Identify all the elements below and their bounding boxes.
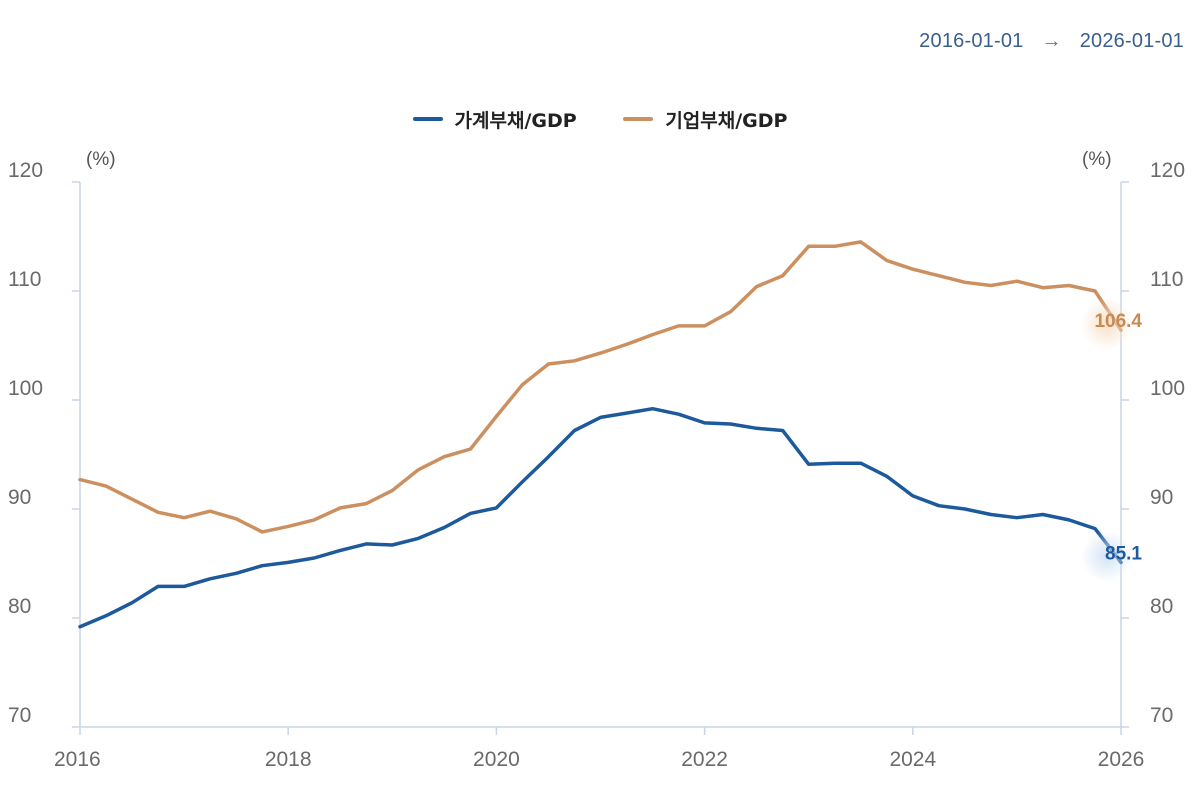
legend-swatch-household xyxy=(412,117,443,121)
y-tick-label-left-90: 90 xyxy=(8,486,31,509)
end-glow-household xyxy=(1081,530,1133,583)
legend-item-corporate[interactable]: 기업부채/GDP xyxy=(623,106,787,133)
end-glow-corporate xyxy=(1081,298,1133,351)
y-unit-left: (%) xyxy=(86,149,116,170)
y-tick-label-left-120: 120 xyxy=(8,159,43,182)
arrow-right-icon: → xyxy=(1041,30,1062,52)
end-value-label-household: 85.1 xyxy=(1105,543,1142,564)
x-tick-label-2020: 2020 xyxy=(473,748,520,771)
x-tick-label-2018: 2018 xyxy=(265,748,312,771)
chart-legend: 가계부채/GDP 기업부채/GDP xyxy=(0,104,1200,133)
y-tick-label-left-110: 110 xyxy=(8,268,41,291)
series-line-household xyxy=(78,406,1123,629)
y-tick-label-right-70: 70 xyxy=(1150,704,1173,727)
x-tick-label-2024: 2024 xyxy=(889,748,936,771)
y-tick-label-right-80: 80 xyxy=(1150,595,1173,618)
y-tick-label-left-100: 100 xyxy=(8,377,43,400)
y-tick-label-right-90: 90 xyxy=(1150,486,1173,509)
y-tick-label-right-120: 120 xyxy=(1150,159,1185,182)
end-value-label-corporate: 106.4 xyxy=(1094,311,1142,332)
x-tick-label-2016: 2016 xyxy=(54,748,101,771)
legend-label-household: 가계부채/GDP xyxy=(454,109,577,132)
date-range: 2016-01-01 → 2026-01-01 xyxy=(919,30,1184,53)
y-tick-label-left-70: 70 xyxy=(8,704,31,727)
y-unit-right: (%) xyxy=(1082,149,1112,170)
start-date[interactable]: 2016-01-01 xyxy=(919,30,1024,52)
series-line-corporate xyxy=(78,240,1123,534)
x-tick-label-2026: 2026 xyxy=(1098,748,1145,771)
legend-label-corporate: 기업부채/GDP xyxy=(665,109,788,132)
y-tick-label-left-80: 80 xyxy=(8,595,31,618)
end-date[interactable]: 2026-01-01 xyxy=(1079,30,1184,52)
x-tick-label-2022: 2022 xyxy=(681,748,728,771)
y-tick-label-right-100: 100 xyxy=(1150,377,1185,400)
y-tick-label-right-110: 110 xyxy=(1150,268,1183,291)
legend-item-household[interactable]: 가계부채/GDP xyxy=(412,106,577,133)
legend-swatch-corporate xyxy=(623,117,654,121)
